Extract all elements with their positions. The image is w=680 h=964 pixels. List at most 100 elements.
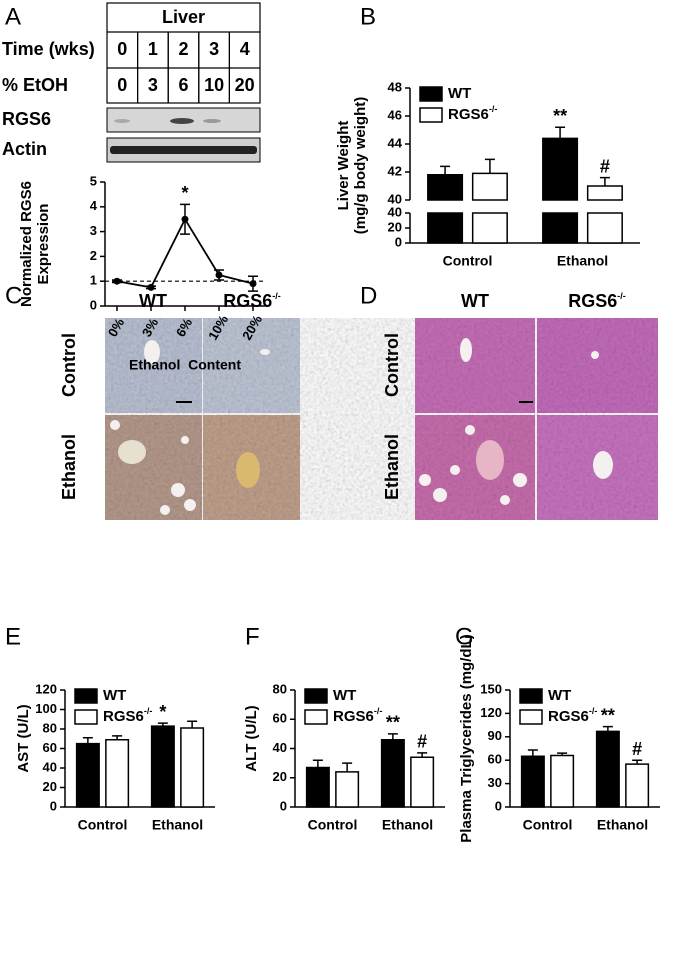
band-label: RGS6 (2, 109, 51, 129)
y-axis-label: (mg/g body weight) (352, 97, 369, 234)
bar (380, 738, 405, 808)
table-cell: 2 (178, 39, 188, 59)
table-cell: 0 (117, 39, 127, 59)
band (203, 119, 221, 123)
y-tick-label: 60 (273, 711, 287, 726)
bar (410, 756, 435, 808)
error-bar (557, 752, 568, 756)
data-point (147, 283, 155, 291)
error-bar (602, 725, 613, 732)
bar (427, 174, 464, 244)
y-tick-label: 40 (388, 204, 402, 219)
data-point (249, 280, 257, 288)
y-tick-label: 0 (280, 798, 287, 813)
legend-swatch (419, 107, 443, 123)
row-header: Ethanol (59, 434, 79, 500)
y-axis-label: Expression (35, 204, 52, 285)
x-tick-label: Ethanol (382, 817, 433, 833)
table-frame (106, 2, 261, 104)
bar (180, 727, 205, 808)
bar (305, 766, 330, 808)
y-tick-label: 80 (43, 720, 57, 735)
error-bar (157, 722, 168, 727)
bar (586, 185, 623, 244)
vacuole (500, 495, 510, 505)
blot-images (106, 107, 261, 163)
error-bar (599, 176, 610, 186)
legend-label: WT (103, 687, 126, 704)
y-tick-label: 42 (388, 163, 402, 178)
vacuole (450, 465, 460, 475)
vacuole (160, 505, 170, 515)
row-header: Control (59, 333, 79, 397)
column-header: RGS6-/- (223, 291, 281, 311)
table-cell: 0 (117, 75, 127, 95)
table-cell: 3 (209, 39, 219, 59)
bar (595, 730, 620, 808)
y-tick-label: 46 (388, 107, 402, 122)
error-bar (555, 126, 566, 139)
table-cell: 20 (235, 75, 255, 95)
table-cell: 3 (148, 75, 158, 95)
table-cell: 1 (148, 39, 158, 59)
band-label: Actin (2, 139, 47, 159)
panel-letter: G (455, 623, 474, 650)
vacuole (465, 425, 475, 435)
panel-letter: D (360, 282, 377, 309)
table-cell: 6 (178, 75, 188, 95)
micrograph (415, 318, 535, 413)
y-axis-label: Plasma Triglycerides (mg/dL) (458, 634, 475, 842)
bar (105, 738, 130, 808)
vessel (236, 452, 260, 488)
y-tick-label: 120 (480, 705, 502, 720)
data-point (181, 215, 189, 223)
error-bar (417, 752, 428, 758)
legend-swatch (304, 688, 328, 704)
y-tick-label: 80 (273, 681, 287, 696)
bar (550, 754, 575, 808)
y-axis-label: AST (U/L) (15, 704, 32, 772)
y-tick-label: 100 (35, 701, 57, 716)
table-cell: 4 (240, 39, 250, 59)
error-bar (112, 735, 123, 740)
row-label: Time (wks) (2, 39, 95, 59)
y-tick-label: 150 (480, 681, 502, 696)
x-tick-label: Control (78, 817, 128, 833)
y-axis-label: Normalized RGS6 (18, 181, 35, 307)
vessel (144, 340, 160, 364)
panel-letter: C (5, 282, 22, 309)
vacuole (433, 488, 447, 502)
y-tick-label: 20 (388, 219, 402, 234)
y-tick-label: 60 (43, 740, 57, 755)
y-tick-label: 20 (43, 779, 57, 794)
legend-label: RGS6-/- (448, 104, 497, 123)
band (110, 146, 257, 154)
vessel (460, 338, 472, 362)
legend-swatch (519, 709, 543, 725)
significance-label: ** (601, 705, 615, 725)
significance-label: # (632, 739, 642, 759)
table-title: Liver (162, 7, 205, 27)
significance-label: * (159, 702, 166, 722)
bar (625, 763, 650, 808)
panel-letter: E (5, 623, 21, 650)
y-tick-label: 1 (90, 273, 97, 288)
y-tick-label: 2 (90, 248, 97, 263)
micrograph (105, 318, 202, 413)
x-tick-label: Control (523, 817, 573, 833)
band (170, 118, 194, 124)
panel-letter: F (245, 623, 260, 650)
legend-swatch (304, 709, 328, 725)
error-bar (484, 158, 495, 174)
bar (75, 742, 100, 808)
bar (542, 137, 579, 244)
legend-label: RGS6-/- (333, 706, 382, 725)
vacuole (171, 483, 185, 497)
micrograph-features (110, 338, 613, 515)
vessel (260, 349, 270, 355)
column-header: WT (139, 291, 167, 311)
vacuole (513, 473, 527, 487)
y-axis-label: ALT (U/L) (243, 705, 260, 771)
legend-swatch (74, 688, 98, 704)
